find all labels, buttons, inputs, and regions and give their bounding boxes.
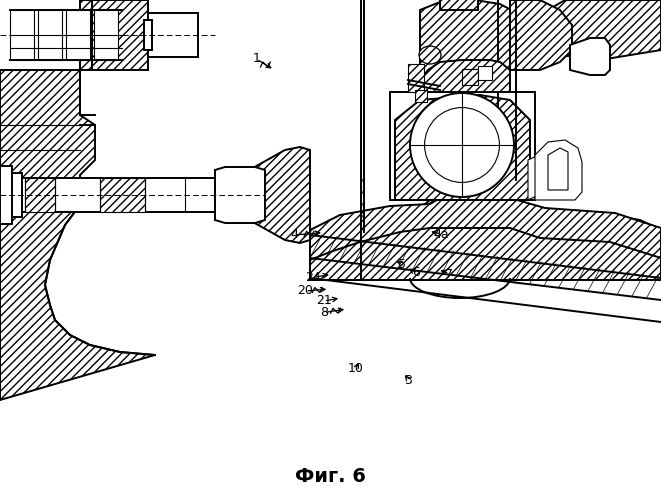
Polygon shape xyxy=(0,185,155,400)
Bar xyxy=(215,178,235,212)
Bar xyxy=(0,166,12,224)
Bar xyxy=(440,0,478,10)
Text: 20: 20 xyxy=(297,284,313,298)
Bar xyxy=(38,10,62,60)
Bar xyxy=(408,64,424,92)
Bar xyxy=(100,178,145,212)
Bar xyxy=(415,90,427,102)
Bar xyxy=(0,173,22,217)
Bar xyxy=(215,178,235,212)
Polygon shape xyxy=(535,140,582,200)
Text: 24: 24 xyxy=(305,271,321,284)
Bar xyxy=(390,92,535,200)
Text: 4а: 4а xyxy=(434,228,449,240)
Polygon shape xyxy=(510,0,572,70)
Bar xyxy=(215,170,255,220)
Circle shape xyxy=(410,93,514,197)
Polygon shape xyxy=(310,198,661,260)
Bar xyxy=(10,10,34,60)
Bar xyxy=(148,13,198,57)
Polygon shape xyxy=(548,148,568,190)
Polygon shape xyxy=(420,0,518,92)
Bar xyxy=(462,69,478,85)
Bar xyxy=(440,0,478,10)
Polygon shape xyxy=(235,147,310,243)
Bar xyxy=(25,178,55,212)
Polygon shape xyxy=(395,95,530,200)
Text: 4: 4 xyxy=(290,228,298,241)
Text: 1: 1 xyxy=(253,52,260,66)
Text: 3: 3 xyxy=(405,374,412,386)
Polygon shape xyxy=(570,38,610,75)
Bar xyxy=(478,66,492,80)
Bar xyxy=(0,178,235,212)
Polygon shape xyxy=(215,167,265,223)
Text: 5: 5 xyxy=(398,258,406,270)
Bar xyxy=(94,10,118,60)
Bar xyxy=(80,0,92,70)
Bar xyxy=(462,69,478,85)
Polygon shape xyxy=(0,70,95,185)
Circle shape xyxy=(424,108,500,182)
Bar xyxy=(80,0,92,70)
Polygon shape xyxy=(310,200,661,280)
Bar xyxy=(408,64,424,92)
Text: Фиг. 6: Фиг. 6 xyxy=(295,467,366,486)
Ellipse shape xyxy=(419,46,441,64)
Bar xyxy=(100,178,145,212)
Text: 7: 7 xyxy=(446,268,453,280)
Polygon shape xyxy=(548,0,661,60)
Polygon shape xyxy=(85,0,148,70)
Bar xyxy=(66,10,90,60)
Polygon shape xyxy=(420,60,510,92)
Text: 8: 8 xyxy=(320,306,328,319)
Text: 21: 21 xyxy=(316,294,332,308)
Text: 10: 10 xyxy=(348,362,364,376)
Bar xyxy=(415,90,427,102)
Polygon shape xyxy=(528,152,565,200)
Bar xyxy=(144,20,152,50)
Bar xyxy=(25,178,55,212)
Text: 6: 6 xyxy=(412,266,420,279)
